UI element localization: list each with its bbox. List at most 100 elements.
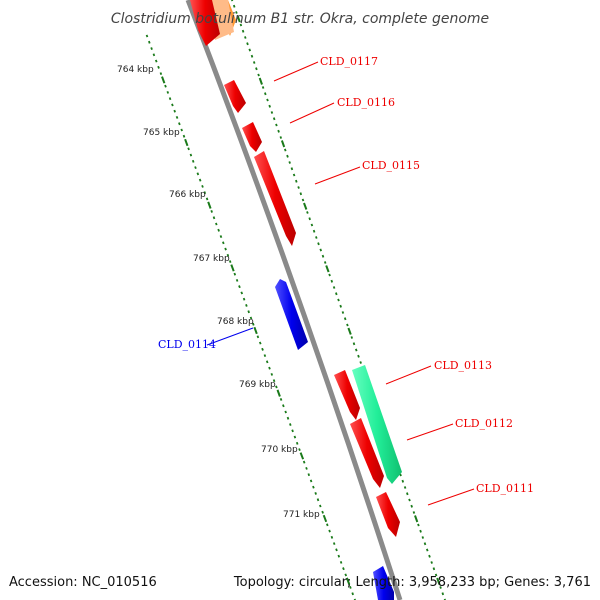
minor-tick: [295, 441, 299, 445]
gene-label-cld-0117[interactable]: CLD_0117: [320, 55, 378, 68]
minor-tick: [283, 148, 287, 152]
minor-tick: [194, 166, 197, 170]
genome-backbone: [185, 0, 403, 600]
minor-tick: [282, 404, 285, 408]
minor-tick: [265, 360, 269, 364]
minor-tick: [212, 216, 216, 220]
minor-tick: [350, 336, 354, 339]
gene-label-cld-0114[interactable]: CLD_0114: [158, 338, 216, 351]
minor-tick: [335, 548, 338, 552]
minor-tick: [201, 184, 204, 188]
minor-tick: [210, 210, 213, 213]
gene-label-cld-0111[interactable]: CLD_0111: [476, 482, 534, 495]
minor-tick: [168, 97, 172, 101]
minor-tick: [286, 154, 289, 158]
minor-tick: [295, 179, 298, 183]
major-tick: [207, 201, 212, 209]
minor-tick: [173, 109, 176, 113]
minor-tick: [359, 361, 362, 364]
minor-tick: [182, 134, 186, 138]
kbp-label: 766 kbp: [169, 190, 206, 200]
kbp-label: 770 kbp: [261, 445, 298, 455]
minor-tick: [293, 435, 297, 439]
minor-tick: [299, 192, 303, 196]
minor-tick: [256, 335, 260, 339]
minor-tick: [246, 42, 249, 46]
minor-tick: [423, 542, 427, 546]
minor-tick: [275, 123, 278, 127]
gene-arrow-cld-0115: [254, 151, 296, 246]
minor-tick: [439, 586, 442, 589]
minor-tick: [319, 504, 322, 508]
minor-tick: [330, 535, 334, 539]
minor-tick: [224, 247, 227, 251]
gene-label-cld-0113[interactable]: CLD_0113: [434, 359, 492, 372]
minor-tick: [298, 448, 301, 452]
minor-tick: [279, 136, 283, 139]
gene-label-cld-0112[interactable]: CLD_0112: [455, 417, 513, 430]
minor-tick: [248, 48, 252, 52]
minor-tick: [291, 429, 294, 433]
gene-labels: CLD_0117 CLD_0116 CLD_0115 CLD_0114 CLD_…: [158, 55, 534, 495]
minor-tick: [222, 241, 225, 245]
minor-tick: [332, 286, 336, 289]
outer-tick-track: [231, 0, 446, 600]
major-tick: [230, 264, 235, 272]
minor-tick: [339, 304, 342, 308]
minor-tick: [196, 172, 200, 176]
gene-arrow-cld-0117: [224, 80, 246, 113]
minor-tick: [341, 311, 345, 314]
major-tick: [161, 76, 166, 84]
minor-tick: [257, 73, 260, 77]
major-tick: [345, 577, 351, 585]
gene-label-cld-0115[interactable]: CLD_0115: [362, 159, 420, 172]
major-tick: [414, 515, 419, 523]
minor-tick: [152, 53, 156, 57]
minor-tick: [412, 511, 416, 514]
major-tick: [322, 514, 328, 523]
genome-summary-text: Topology: circular; Length: 3,958,233 bp…: [233, 575, 591, 590]
minor-tick: [441, 592, 445, 596]
accession-text: Accession: NC_010516: [9, 575, 157, 590]
minor-tick: [310, 223, 314, 227]
gene-arrow-cld-0114: [275, 279, 308, 350]
minor-tick: [286, 416, 290, 420]
minor-tick: [245, 304, 248, 307]
minor-tick: [264, 92, 267, 96]
minor-tick: [307, 473, 311, 477]
gene-arrow-bottom: [373, 566, 394, 600]
kbp-scale: 764 kbp 765 kbp 766 kbp 767 kbp 768 kbp …: [117, 65, 320, 520]
gene-label-cld-0116[interactable]: CLD_0116: [337, 96, 395, 109]
minor-tick: [171, 103, 174, 107]
minor-tick: [266, 98, 269, 102]
minor-tick: [235, 278, 239, 282]
minor-tick: [244, 36, 247, 39]
minor-tick: [232, 4, 236, 8]
minor-tick: [323, 261, 327, 264]
minor-tick: [279, 397, 283, 401]
gene-features: [190, 0, 402, 600]
minor-tick: [198, 178, 202, 182]
minor-tick: [242, 297, 246, 301]
major-tick: [325, 265, 330, 273]
minor-tick: [290, 167, 294, 171]
minor-tick: [328, 273, 331, 277]
minor-tick: [268, 104, 271, 108]
minor-tick: [270, 111, 274, 114]
minor-tick: [308, 217, 311, 221]
minor-tick: [164, 84, 167, 88]
minor-tick: [288, 161, 291, 164]
minor-tick: [337, 298, 340, 302]
gene-arrow-cld-0112: [350, 418, 384, 488]
minor-tick: [252, 61, 256, 64]
minor-tick: [166, 90, 170, 94]
minor-tick: [252, 322, 255, 326]
minor-tick: [443, 598, 446, 600]
minor-tick: [249, 316, 253, 320]
minor-tick: [312, 229, 316, 233]
gene-arrow-top: [190, 0, 220, 46]
minor-tick: [349, 586, 352, 589]
minor-tick: [240, 291, 244, 295]
minor-tick: [314, 492, 317, 495]
minor-tick: [268, 366, 271, 370]
